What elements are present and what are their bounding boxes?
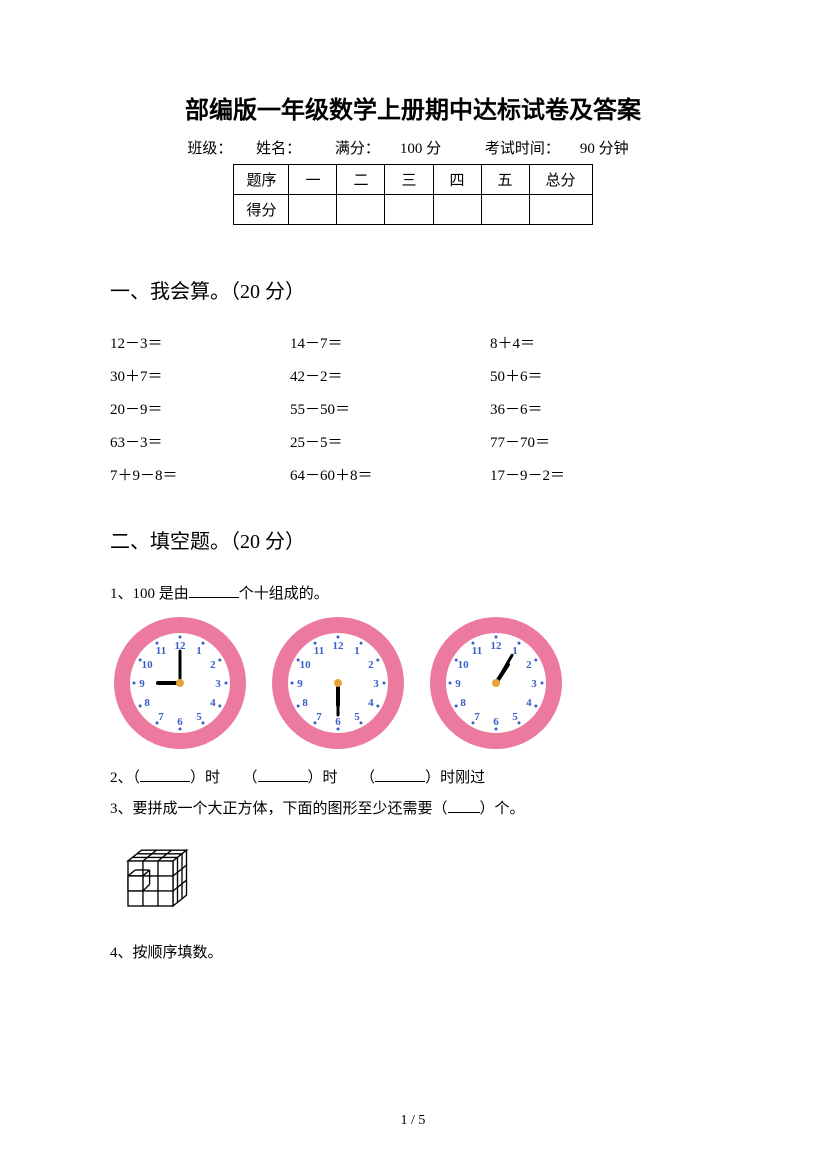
score-label: 得分 [234,195,289,225]
svg-text:1: 1 [354,645,360,657]
svg-text:4: 4 [526,697,532,709]
svg-text:7: 7 [474,711,480,723]
th-5: 五 [481,165,529,195]
calc-problem: 50＋6＝ [490,365,670,386]
svg-text:3: 3 [215,678,221,690]
table-row: 题序 一 二 三 四 五 总分 [234,165,592,195]
svg-text:6: 6 [493,716,499,728]
svg-text:4: 4 [368,697,374,709]
score-cell [289,195,337,225]
svg-text:10: 10 [300,659,312,671]
calc-problem: 64－60＋8＝ [290,464,490,485]
question-1: 1、100 是由个十组成的。 [110,582,716,603]
section-2-title: 二、填空题。（20 分） [110,525,716,554]
svg-text:7: 7 [316,711,322,723]
score-cell [433,195,481,225]
clock-wrap: 12 12 3 45 6 78 9 1011 [268,613,408,758]
svg-text:9: 9 [297,678,303,690]
th-seq: 题序 [234,165,289,195]
svg-text:12: 12 [333,640,345,652]
calc-problem: 7＋9－8＝ [110,464,290,485]
page-title: 部编版一年级数学上册期中达标试卷及答案 [110,90,716,125]
section-1-title: 一、我会算。（20 分） [110,275,716,304]
calc-problem: 36－6＝ [490,398,670,419]
svg-text:7: 7 [158,711,164,723]
score-cell [385,195,433,225]
th-2: 二 [337,165,385,195]
svg-text:10: 10 [458,659,470,671]
calc-problem: 25－5＝ [290,431,490,452]
calc-problem: 63－3＝ [110,431,290,452]
blank [189,584,239,598]
blank [258,768,308,782]
svg-text:11: 11 [472,645,482,657]
th-4: 四 [433,165,481,195]
score-table: 题序 一 二 三 四 五 总分 得分 [233,164,592,225]
fullscore: 满分：100 分 [325,141,451,157]
exam-info: 班级： 姓名： 满分：100 分 考试时间：90 分钟 [110,137,716,158]
th-3: 三 [385,165,433,195]
svg-text:12: 12 [491,640,503,652]
svg-text:3: 3 [373,678,379,690]
blank [448,799,480,813]
clock-wrap: 121234567891011 [110,613,250,758]
score-cell [529,195,592,225]
svg-text:2: 2 [368,659,374,671]
name-label: 姓名： [256,141,301,157]
cube-diagram [110,834,200,924]
svg-text:9: 9 [455,678,461,690]
clock-icon: 121234567891011 [110,613,250,753]
svg-text:9: 9 [139,678,145,690]
calc-problem: 8＋4＝ [490,332,670,353]
calc-problem: 77－70＝ [490,431,670,452]
calculation-grid: 12－3＝14－7＝8＋4＝ 30＋7＝42－2＝50＋6＝ 20－9＝55－50＝… [110,332,716,485]
svg-text:8: 8 [144,697,150,709]
question-2: 2、（）时 （）时 （）时刚过 [110,766,716,787]
score-cell [481,195,529,225]
blank [140,768,190,782]
calc-problem: 30＋7＝ [110,365,290,386]
calc-problem: 42－2＝ [290,365,490,386]
svg-text:2: 2 [526,659,532,671]
clock-icon: 12 12 3 45 6 78 9 1011 [268,613,408,753]
calc-problem: 12－3＝ [110,332,290,353]
svg-text:3: 3 [531,678,537,690]
svg-text:2: 2 [210,659,216,671]
th-1: 一 [289,165,337,195]
calc-problem: 20－9＝ [110,398,290,419]
blank [375,768,425,782]
clocks-row: 121234567891011 121234567891011 12123456… [110,613,716,758]
svg-text:4: 4 [210,697,216,709]
page-number: 1 / 5 [0,1113,826,1129]
calc-problem: 17－9－2＝ [490,464,670,485]
svg-text:11: 11 [156,645,166,657]
svg-text:1: 1 [196,645,202,657]
svg-text:10: 10 [142,659,154,671]
svg-text:5: 5 [512,711,518,723]
question-4: 4、按顺序填数。 [110,941,716,962]
svg-text:8: 8 [302,697,308,709]
th-total: 总分 [529,165,592,195]
class-label: 班级： [187,141,232,157]
exam-time: 考试时间：90 分钟 [475,141,639,157]
table-row: 得分 [234,195,592,225]
svg-text:5: 5 [354,711,360,723]
svg-text:6: 6 [177,716,183,728]
question-3: 3、要拼成一个大正方体，下面的图形至少还需要（）个。 [110,797,716,818]
calc-problem: 55－50＝ [290,398,490,419]
svg-text:5: 5 [196,711,202,723]
svg-text:8: 8 [460,697,466,709]
svg-text:11: 11 [314,645,324,657]
score-cell [337,195,385,225]
clock-wrap: 121234567891011 [426,613,566,758]
svg-text:6: 6 [335,716,341,728]
calc-problem: 14－7＝ [290,332,490,353]
clock-icon: 121234567891011 [426,613,566,753]
